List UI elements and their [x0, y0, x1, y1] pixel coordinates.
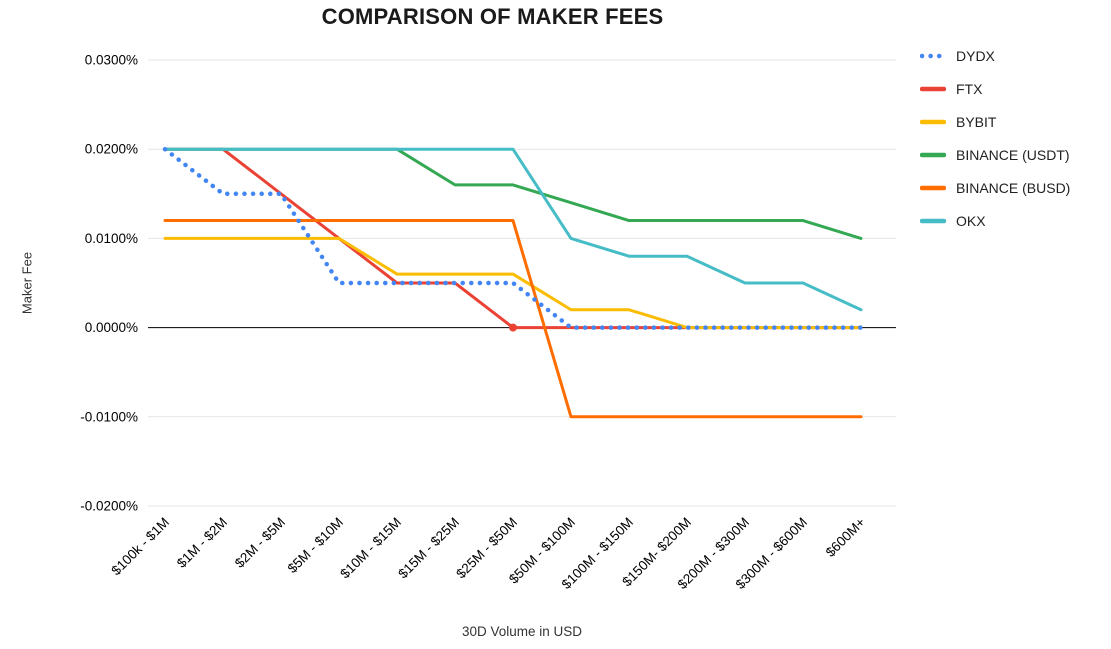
legend-swatch-icon	[920, 185, 946, 191]
legend-item-binance-busd: BINANCE (BUSD)	[920, 178, 1070, 198]
legend-item-binance-usdt: BINANCE (USDT)	[920, 145, 1070, 165]
y-tick-label: 0.0200%	[85, 142, 138, 157]
legend-swatch-icon	[920, 119, 946, 125]
legend-item-okx: OKX	[920, 211, 1070, 231]
legend-item-dydx: DYDX	[920, 46, 1070, 66]
legend-swatch-icon	[920, 152, 946, 158]
series-line-binance-busd	[163, 219, 863, 419]
legend-item-ftx: FTX	[920, 79, 1070, 99]
y-tick-label: -0.0100%	[80, 409, 138, 424]
point-marker-ftx	[509, 323, 517, 332]
x-tick-label: $1M - $2M	[174, 515, 230, 571]
legend-item-bybit: BYBIT	[920, 112, 1070, 132]
legend-label: BYBIT	[956, 114, 997, 130]
series-line-okx	[163, 147, 863, 312]
x-tick-label: $2M - $5M	[232, 515, 288, 571]
chart-title: COMPARISON OF MAKER FEES	[321, 4, 664, 29]
y-tick-label: 0.0100%	[85, 231, 138, 246]
legend: DYDX FTX BYBIT BINANCE (USDT) BINANCE (BUSD)…	[920, 46, 1070, 231]
legend-swatch-icon	[920, 86, 946, 92]
series-line-dydx	[162, 146, 864, 330]
legend-swatch-icon	[920, 53, 946, 59]
legend-swatch-icon	[920, 218, 946, 224]
x-axis-title: 30D Volume in USD	[461, 624, 583, 639]
series-line-bybit	[163, 236, 863, 330]
y-axis-title: Maker Fee	[19, 251, 35, 315]
x-tick-label: $600M+	[823, 514, 868, 559]
y-tick-label: 0.0300%	[85, 53, 138, 68]
y-tick-label: -0.0200%	[80, 499, 138, 514]
y-axis-tick-labels: 0.0300% 0.0200% 0.0100% 0.0000% -0.0100% -0.0…	[80, 53, 138, 514]
legend-label: OKX	[956, 213, 986, 229]
legend-label: FTX	[956, 81, 983, 97]
x-axis-tick-labels: $100k - $1M $1M - $2M $2M - $5M$5M - $10M$…	[108, 514, 868, 592]
legend-label: BINANCE (USDT)	[956, 147, 1070, 163]
legend-label: BINANCE (BUSD)	[956, 180, 1071, 196]
x-tick-label: $100k - $1M	[108, 515, 172, 579]
x-tick-label: $5M - $10M	[285, 515, 347, 577]
x-tick-label: $15M - $25M	[395, 515, 462, 582]
legend-label: DYDX	[956, 48, 995, 64]
series-lines	[162, 146, 864, 419]
x-tick-label: $10M - $15M	[337, 515, 404, 582]
y-tick-label: 0.0000%	[85, 320, 138, 335]
